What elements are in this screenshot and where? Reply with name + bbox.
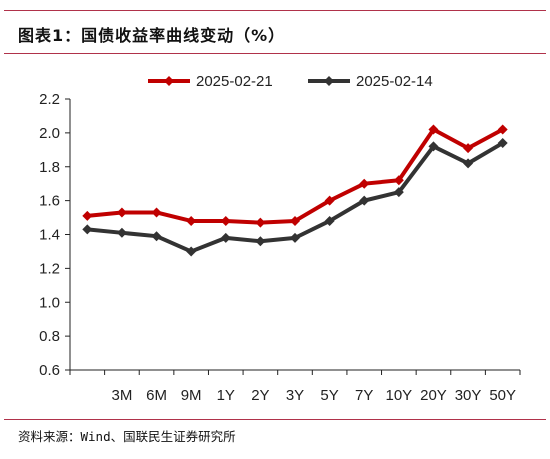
y-tick-label: 1.0: [39, 294, 60, 311]
series-2-point: [151, 231, 162, 242]
series-line-1: [87, 127, 504, 225]
legend-marker-1: [164, 76, 174, 86]
series-1-point: [82, 210, 93, 221]
top-rule: [4, 10, 546, 11]
series-1-point: [220, 215, 231, 226]
y-tick-label: 0.8: [39, 328, 60, 345]
x-tick-label: 9M: [181, 387, 202, 404]
series-2-point: [290, 232, 300, 243]
series-1-point: [255, 217, 266, 228]
series-1-point: [463, 143, 474, 154]
series-1-point: [359, 178, 370, 189]
y-tick-label: 2.2: [39, 91, 60, 108]
x-tick-label: 3M: [112, 387, 133, 404]
series-2-point: [324, 215, 335, 226]
series-1-point: [290, 215, 300, 226]
source-note: 资料来源：Wind、国联民生证券研究所: [18, 429, 236, 444]
legend-label-1: 2025-02-21: [196, 73, 273, 90]
y-axis: 0.6 0.8 1.0 1.2 1.4 1.6 1.8 2.0 2.2: [39, 91, 71, 379]
y-tick-label: 1.6: [39, 193, 60, 210]
series-2-point: [220, 232, 231, 243]
series-2-point: [82, 224, 93, 235]
x-tick-label: 30Y: [455, 387, 482, 404]
y-tick-label: 1.4: [39, 227, 60, 244]
series-2-point: [359, 195, 370, 206]
series-2-point: [497, 138, 508, 149]
x-tick-label: 50Y: [489, 387, 516, 404]
series-2-point: [255, 236, 266, 247]
x-tick-label: 5Y: [320, 387, 338, 404]
line-chart: 2025-02-21 2025-02-14 0.6 0.8 1.0 1.2 1.4 1.6 1…: [39, 73, 521, 404]
series-1-point: [116, 207, 127, 218]
title-rule: [4, 53, 546, 54]
x-axis: 3M 6M 9M 1Y 2Y 3Y 5Y 7Y 10Y 20Y 30Y 50Y: [69, 369, 521, 404]
x-tick-label: 7Y: [355, 387, 373, 404]
series-2-point: [428, 141, 439, 152]
legend-label-2: 2025-02-14: [356, 73, 433, 90]
series-2-point: [463, 158, 474, 169]
x-tick-label: 10Y: [385, 387, 412, 404]
legend: 2025-02-21 2025-02-14: [148, 73, 433, 90]
y-tick-label: 1.8: [39, 159, 60, 176]
figure-title: 图表1：国债收益率曲线变动（%）: [18, 26, 286, 45]
x-tick-label: 6M: [146, 387, 167, 404]
x-tick-label: 2Y: [251, 387, 269, 404]
series-1-point: [324, 195, 335, 206]
x-tick-label: 3Y: [286, 387, 304, 404]
y-tick-label: 2.0: [39, 125, 60, 142]
series-1-point: [393, 175, 404, 186]
source-rule: [4, 419, 546, 420]
series-1-point: [497, 124, 508, 135]
series-2-point: [393, 187, 404, 198]
x-tick-label: 1Y: [217, 387, 235, 404]
y-tick-label: 0.6: [39, 362, 60, 379]
series-1-point: [186, 215, 197, 226]
series-2-point: [186, 246, 197, 257]
y-tick-label: 1.2: [39, 260, 60, 277]
x-tick-label: 20Y: [420, 387, 447, 404]
series-2-point: [116, 227, 127, 238]
plot-area: [82, 124, 508, 257]
series-1-point: [151, 207, 162, 218]
series-1-point: [428, 124, 439, 135]
legend-marker-2: [324, 76, 334, 86]
